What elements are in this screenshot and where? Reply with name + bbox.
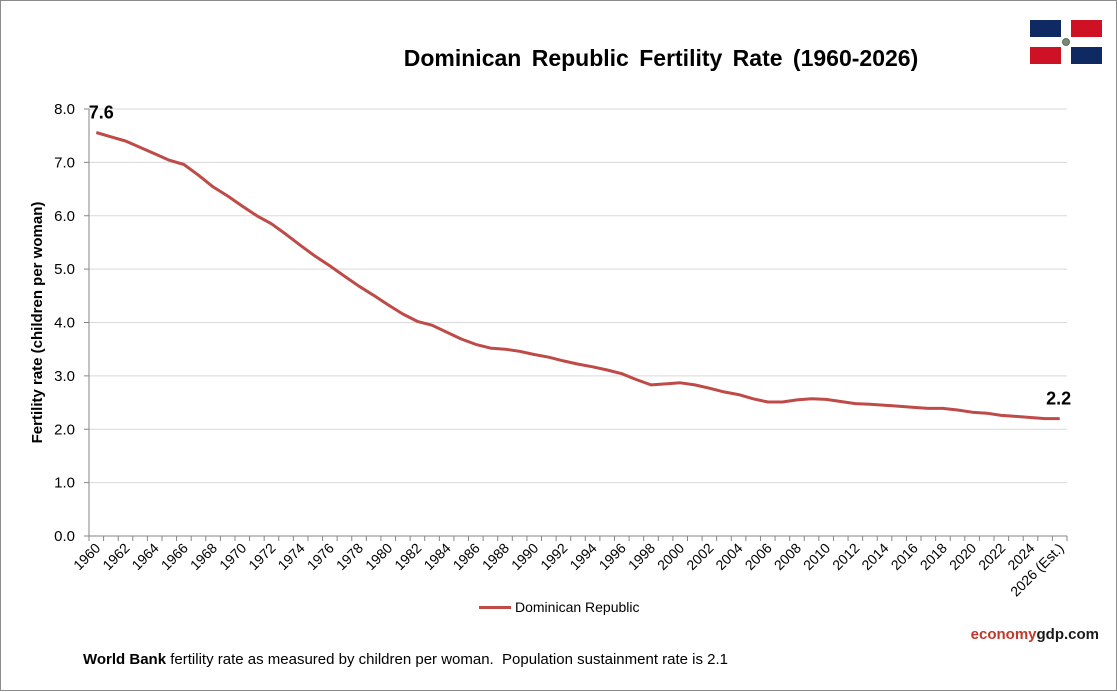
x-tick-label: 1972: [245, 540, 278, 573]
x-tick-label: 1960: [70, 540, 103, 573]
footnote: World Bank fertility rate as measured by…: [83, 651, 728, 668]
labels-layer: 7.6 2.2: [89, 102, 1071, 408]
axes: 0.01.02.03.04.05.06.07.08.01960196219641…: [29, 101, 1068, 600]
x-tick-label: 2022: [975, 540, 1008, 573]
y-tick-label: 6.0: [54, 208, 75, 225]
y-tick-label: 8.0: [54, 101, 75, 118]
x-tick-label: 1962: [99, 540, 132, 573]
y-tick-label: 0.0: [54, 528, 75, 545]
x-tick-label: 1992: [537, 540, 570, 573]
x-tick-label: 1968: [187, 540, 220, 573]
x-tick-label: 2018: [917, 540, 950, 573]
y-axis-title: Fertility rate (children per woman): [29, 202, 46, 444]
x-tick-label: 2000: [654, 540, 687, 573]
x-tick-label: 2016: [888, 540, 921, 573]
x-tick-label: 2012: [829, 540, 862, 573]
gridlines: [89, 108, 1067, 484]
x-tick-label: 1988: [479, 540, 512, 573]
y-tick-label: 7.0: [54, 154, 75, 171]
x-tick-label: 2002: [683, 540, 716, 573]
x-tick-label: 1982: [391, 540, 424, 573]
x-tick-label: 2006: [742, 540, 775, 573]
x-tick-label: 1984: [420, 540, 453, 573]
brand-part-2: gdp.com: [1036, 626, 1100, 643]
x-tick-label: 2014: [858, 540, 891, 573]
x-tick-label: 2004: [712, 540, 745, 573]
x-tick-label: 2010: [800, 540, 833, 573]
brand-logo: economygdp.com: [971, 626, 1099, 643]
y-tick-label: 5.0: [54, 261, 75, 278]
y-tick-label: 2.0: [54, 421, 75, 438]
legend: Dominican Republic: [479, 597, 640, 617]
x-tick-label: 1974: [274, 540, 307, 573]
data-label: 7.6: [89, 102, 114, 122]
x-tick-label: 1964: [128, 540, 161, 573]
y-tick-label: 1.0: [54, 475, 75, 492]
x-tick-label: 1994: [566, 540, 599, 573]
x-tick-label: 2008: [771, 540, 804, 573]
dominican-flag-icon: [1030, 20, 1102, 64]
brand-part-1: economy: [970, 626, 1037, 643]
x-tick-label: 1966: [158, 540, 191, 573]
x-tick-label: 1970: [216, 540, 249, 573]
footnote-text: fertility rate as measured by children p…: [166, 651, 729, 668]
y-tick-label: 3.0: [54, 368, 75, 385]
chart-title: Dominican Republic Fertility Rate (1960-…: [403, 45, 919, 71]
x-tick-label: 1986: [450, 540, 483, 573]
x-tick-label: 1980: [362, 540, 395, 573]
x-tick-label: 1976: [304, 540, 337, 573]
series-layer: [95, 131, 1060, 421]
series-line: [95, 131, 1060, 421]
legend-swatch: [479, 605, 511, 609]
x-tick-label: 1978: [333, 540, 366, 573]
x-tick-label: 2020: [946, 540, 979, 573]
legend-label: Dominican Republic: [515, 599, 640, 615]
x-tick-label: 1990: [508, 540, 541, 573]
footnote-source: World Bank: [83, 651, 167, 668]
data-label: 2.2: [1046, 389, 1071, 409]
x-tick-label: 1996: [596, 540, 629, 573]
x-tick-label: 1998: [625, 540, 658, 573]
y-tick-label: 4.0: [54, 315, 75, 332]
